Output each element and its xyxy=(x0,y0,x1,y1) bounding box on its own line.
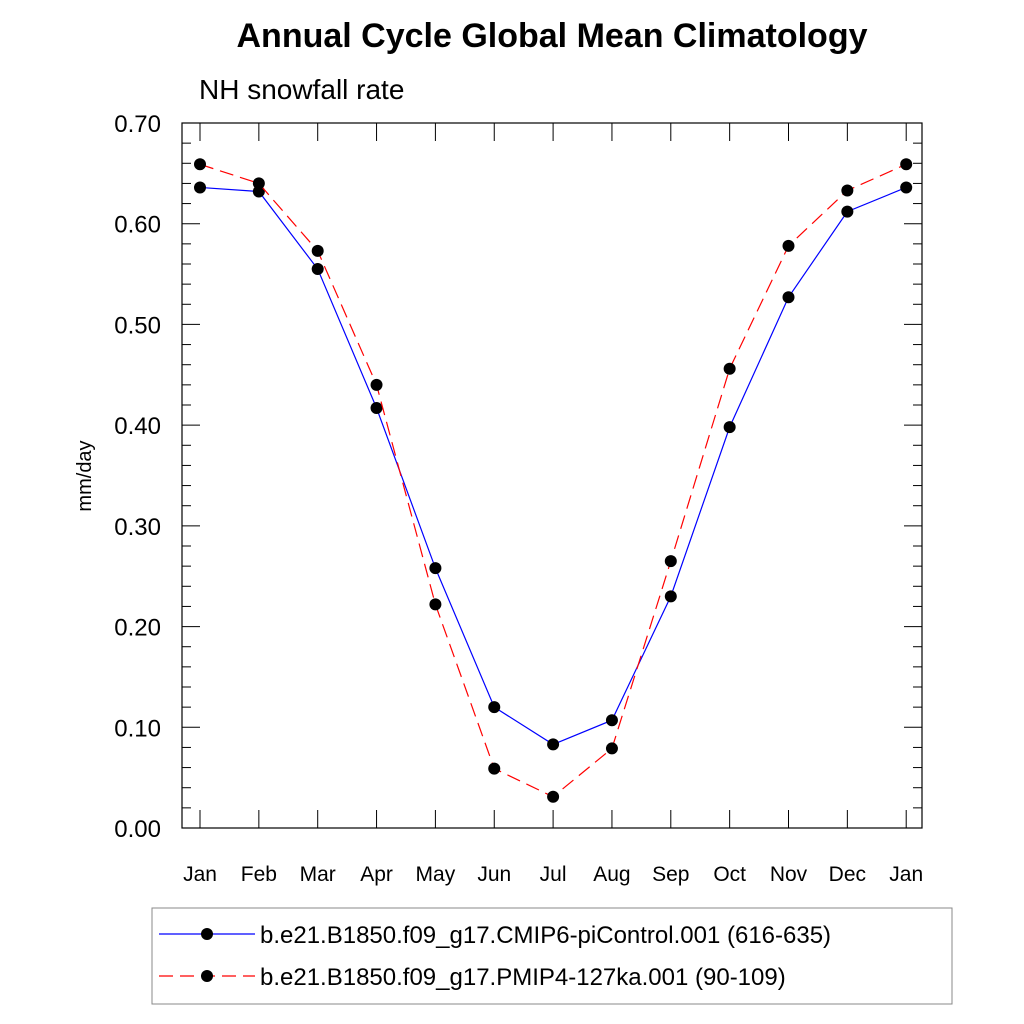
series-1-point xyxy=(547,790,560,803)
legend: b.e21.B1850.f09_g17.CMIP6-piControl.001 … xyxy=(151,907,953,1005)
legend-marker-127ka xyxy=(201,970,213,982)
x-tick-label: May xyxy=(416,863,456,886)
y-tick-label: 0.30 xyxy=(114,514,161,541)
series-1-point xyxy=(605,742,618,755)
x-tick-label: Jul xyxy=(540,863,567,886)
legend-box xyxy=(151,907,953,1005)
series-0-point xyxy=(311,263,324,276)
x-tick-label: Nov xyxy=(770,863,808,886)
legend-marker-control xyxy=(201,928,213,940)
x-tick-label: Mar xyxy=(300,863,336,886)
y-tick-label: 0.10 xyxy=(114,715,161,742)
series-line-0 xyxy=(199,186,907,746)
y-tick-label: 0.40 xyxy=(114,413,161,440)
x-tick-label: Sep xyxy=(652,863,689,886)
series-1-point xyxy=(488,762,501,775)
series-0-point xyxy=(429,562,442,575)
series-0-point xyxy=(841,205,854,218)
chart-subtitle: NH snowfall rate xyxy=(199,74,404,105)
series-1-point xyxy=(370,378,383,391)
series-0-point xyxy=(605,714,618,727)
series-0-point xyxy=(547,738,560,751)
series-0-point xyxy=(194,181,206,194)
series-0-point xyxy=(488,701,501,714)
series-layer xyxy=(194,158,913,803)
y-tick-label: 0.20 xyxy=(114,615,161,642)
series-1-point xyxy=(841,184,854,197)
x-tick-labels: Jan Feb Mar Apr May Jun Jul Aug Sep Oct Nov Dec Jan xyxy=(183,863,923,886)
y-tick-label: 0.60 xyxy=(114,212,161,239)
x-tick-label: Apr xyxy=(360,863,393,886)
x-tick-label: Oct xyxy=(713,863,746,886)
series-1-point xyxy=(311,244,324,257)
series-1-point xyxy=(723,362,736,375)
series-line-1 xyxy=(199,163,907,798)
series-1-point xyxy=(782,239,795,252)
series-0-point xyxy=(723,421,736,434)
x-tick-label: Jun xyxy=(477,863,511,886)
y-tick-label: 0.70 xyxy=(114,111,161,138)
x-tick-label: Aug xyxy=(593,863,630,886)
legend-label-127ka: b.e21.B1850.f09_g17.PMIP4-127ka.001 (90-… xyxy=(260,964,786,991)
chart-title: Annual Cycle Global Mean Climatology xyxy=(237,17,868,55)
series-1-point xyxy=(900,158,913,171)
series-0-point xyxy=(664,590,677,603)
series-0-point xyxy=(900,181,913,194)
y-tick-labels: 0.00 0.10 0.20 0.30 0.40 0.50 0.60 0.70 xyxy=(114,111,161,843)
series-0-point xyxy=(782,291,795,304)
y-tick-label: 0.00 xyxy=(114,816,161,843)
series-1-point xyxy=(252,177,265,190)
series-1-point xyxy=(194,158,206,171)
y-tick-label: 0.50 xyxy=(114,312,161,339)
legend-label-control: b.e21.B1850.f09_g17.CMIP6-piControl.001 … xyxy=(260,922,831,949)
series-1-point xyxy=(429,598,442,611)
x-tick-label: Feb xyxy=(241,863,277,886)
x-tick-label: Jan xyxy=(183,863,217,886)
y-axis-label: mm/day xyxy=(74,440,96,511)
plot-frame xyxy=(181,122,923,829)
axis-ticks xyxy=(182,122,922,829)
series-0-point xyxy=(370,402,383,415)
x-tick-label: Dec xyxy=(829,863,866,886)
x-tick-label: Jan xyxy=(889,863,923,886)
series-1-point xyxy=(664,555,677,568)
